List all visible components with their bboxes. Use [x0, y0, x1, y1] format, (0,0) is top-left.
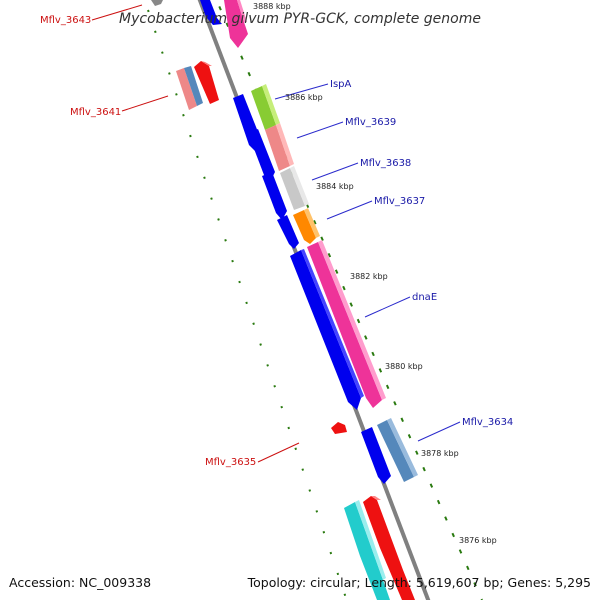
gene-label-mflv-3639[interactable]: Mflv_3639: [345, 117, 396, 128]
gene-label-mflv-3635[interactable]: Mflv_3635: [205, 457, 256, 468]
gene-label-mflv-3641[interactable]: Mflv_3641: [70, 107, 121, 118]
gene-mflv-3639[interactable]: [265, 123, 294, 171]
gene-bottom-red[interactable]: [363, 496, 415, 600]
gene-mflv-3638[interactable]: [280, 166, 309, 210]
kbp-tick-label: 3878 kbp: [421, 449, 459, 458]
kbp-tick-label: 3876 kbp: [459, 536, 497, 545]
gene-mflv-3637[interactable]: [293, 208, 320, 244]
gene-dnae[interactable]: [307, 240, 386, 408]
gene-mflv-3641-steel[interactable]: [184, 66, 203, 106]
gene-mflv-3641-red[interactable]: [194, 61, 219, 104]
gene-blue-2[interactable]: [248, 129, 275, 182]
kbp-tick-label: 3886 kbp: [285, 93, 323, 102]
gene-label-ispa[interactable]: IspA: [330, 79, 352, 90]
reverse-label-lines: [91, 4, 300, 463]
gene-label-mflv-3638[interactable]: Mflv_3638: [360, 158, 411, 169]
accession-text: Accession: NC_009338: [9, 575, 152, 590]
gene-blue-4[interactable]: [277, 215, 299, 249]
gene-top-magenta[interactable]: [224, 0, 248, 48]
gene-label-dnae[interactable]: dnaE: [412, 292, 437, 303]
gene-label-mflv-3637[interactable]: Mflv_3637: [374, 196, 425, 207]
gene-label-mflv-3643[interactable]: Mflv_3643: [40, 15, 91, 26]
gene-bottom-cyan[interactable]: [344, 500, 390, 600]
topology-text: Topology: circular; Length: 5,619,607 bp…: [247, 575, 591, 590]
kbp-tick-label: 3884 kbp: [316, 182, 354, 191]
gene-mflv-3641-pink[interactable]: [176, 68, 197, 110]
gene-top-grey[interactable]: [151, 0, 163, 6]
gene-blue-3[interactable]: [262, 172, 287, 220]
map-title: Mycobacterium gilvum PYR-GCK, complete g…: [119, 11, 481, 27]
gene-mflv-3635[interactable]: [331, 422, 347, 434]
kbp-tick-label: 3888 kbp: [253, 2, 291, 11]
gene-mflv-3634[interactable]: [377, 418, 418, 482]
forward-label-lines: [274, 83, 461, 442]
kbp-tick-label: 3882 kbp: [350, 272, 388, 281]
gene-label-mflv-3634[interactable]: Mflv_3634: [462, 417, 513, 428]
gene-blue-6[interactable]: [361, 427, 391, 484]
gene-top-blue[interactable]: [200, 0, 222, 25]
gene-blue-5[interactable]: [290, 249, 364, 410]
gene-ispa[interactable]: [251, 84, 280, 130]
kbp-tick-label: 3880 kbp: [385, 362, 423, 371]
